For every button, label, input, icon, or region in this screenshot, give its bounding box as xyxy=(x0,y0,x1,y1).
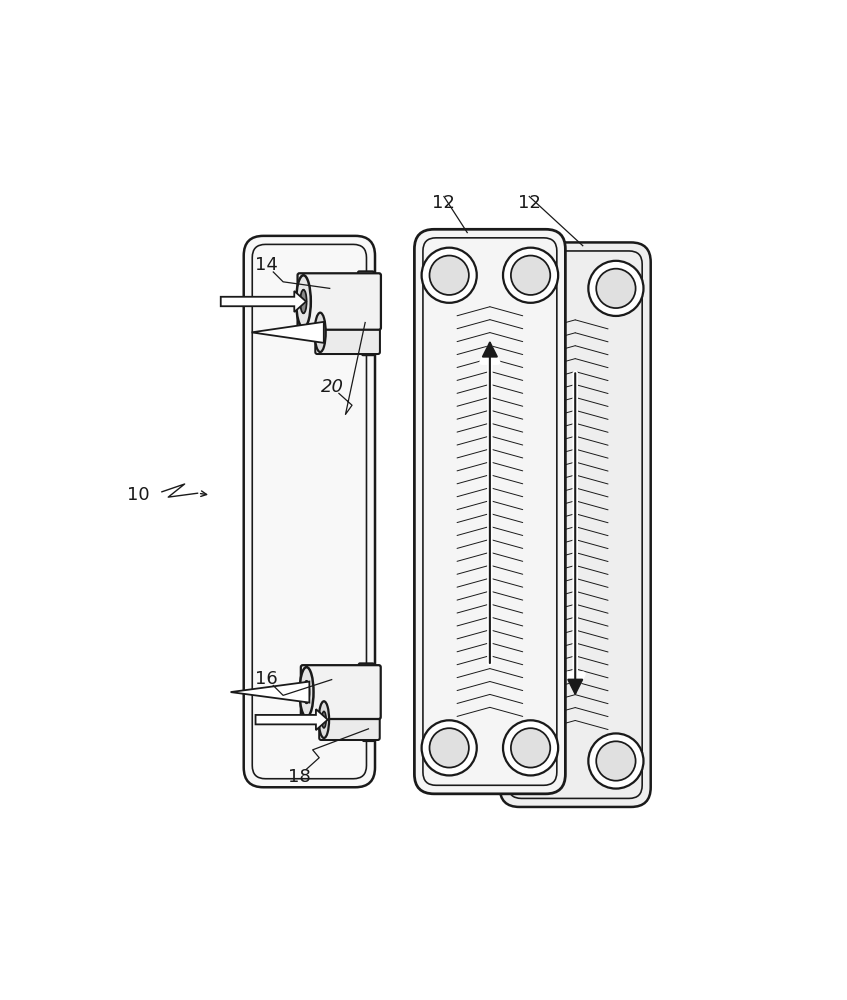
Polygon shape xyxy=(252,322,324,343)
Circle shape xyxy=(503,248,558,303)
Text: 18: 18 xyxy=(288,768,311,786)
Text: 20: 20 xyxy=(321,378,344,396)
FancyBboxPatch shape xyxy=(244,236,375,787)
Text: 12: 12 xyxy=(433,194,456,212)
Circle shape xyxy=(507,733,562,789)
FancyBboxPatch shape xyxy=(315,311,380,354)
Text: 14: 14 xyxy=(255,256,278,274)
Circle shape xyxy=(511,728,551,768)
Circle shape xyxy=(422,248,477,303)
Circle shape xyxy=(589,261,644,316)
Ellipse shape xyxy=(301,290,307,313)
FancyBboxPatch shape xyxy=(359,663,374,721)
Polygon shape xyxy=(221,291,306,312)
FancyBboxPatch shape xyxy=(301,665,380,719)
FancyBboxPatch shape xyxy=(363,698,374,741)
Ellipse shape xyxy=(357,296,367,338)
Ellipse shape xyxy=(296,275,311,328)
Ellipse shape xyxy=(315,313,326,352)
Circle shape xyxy=(429,728,469,768)
Text: 10: 10 xyxy=(127,486,150,504)
Circle shape xyxy=(515,741,554,781)
Polygon shape xyxy=(230,682,309,703)
Text: 12: 12 xyxy=(518,194,540,212)
Ellipse shape xyxy=(322,711,326,728)
Polygon shape xyxy=(256,709,328,730)
Circle shape xyxy=(507,261,562,316)
Circle shape xyxy=(589,733,644,789)
FancyBboxPatch shape xyxy=(319,699,379,740)
FancyBboxPatch shape xyxy=(358,271,374,332)
FancyBboxPatch shape xyxy=(297,273,381,330)
Ellipse shape xyxy=(318,701,329,738)
Circle shape xyxy=(511,256,551,295)
FancyBboxPatch shape xyxy=(500,242,650,807)
Circle shape xyxy=(515,269,554,308)
Ellipse shape xyxy=(358,687,368,724)
FancyBboxPatch shape xyxy=(414,229,566,794)
FancyBboxPatch shape xyxy=(362,309,374,355)
Circle shape xyxy=(429,256,469,295)
Circle shape xyxy=(596,741,635,781)
Circle shape xyxy=(503,720,558,775)
Ellipse shape xyxy=(300,667,313,717)
Ellipse shape xyxy=(303,681,309,703)
Text: 16: 16 xyxy=(255,670,278,688)
Ellipse shape xyxy=(318,323,323,341)
Circle shape xyxy=(422,720,477,775)
Circle shape xyxy=(596,269,635,308)
